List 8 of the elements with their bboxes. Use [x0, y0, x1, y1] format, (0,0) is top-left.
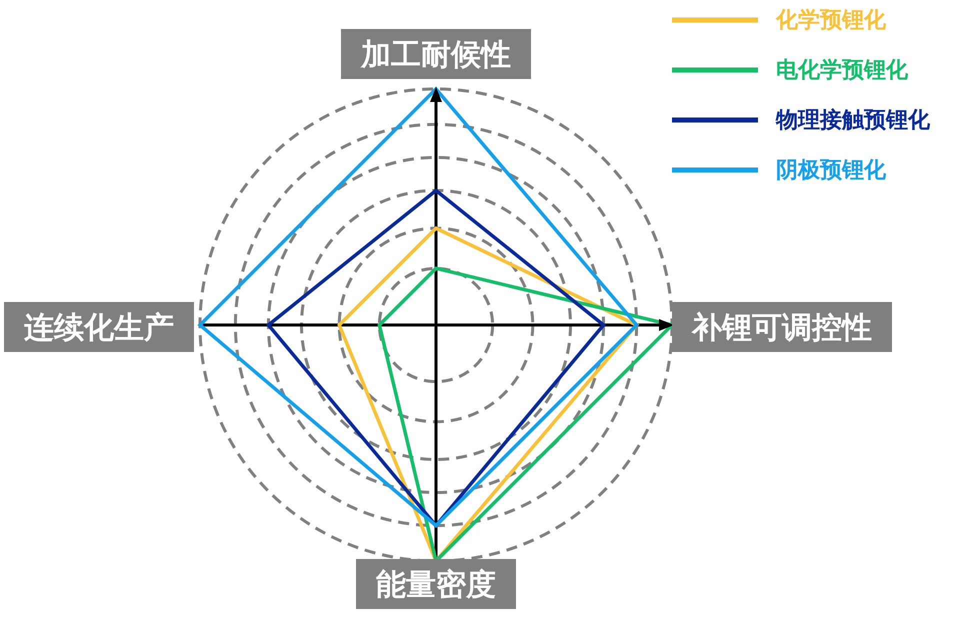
- spoke-label: 连续化生产: [24, 310, 174, 346]
- spoke-label: 能量密度: [376, 568, 496, 602]
- legend-label: 电化学预锂化: [776, 57, 908, 85]
- legend-label: 阴极预锂化: [776, 157, 886, 185]
- spoke-label: 加工耐候性: [360, 38, 511, 72]
- spoke-label: 补锂可调控性: [691, 310, 872, 346]
- legend-label: 化学预锂化: [776, 7, 886, 35]
- legend-label: 物理接触预锂化: [776, 107, 930, 135]
